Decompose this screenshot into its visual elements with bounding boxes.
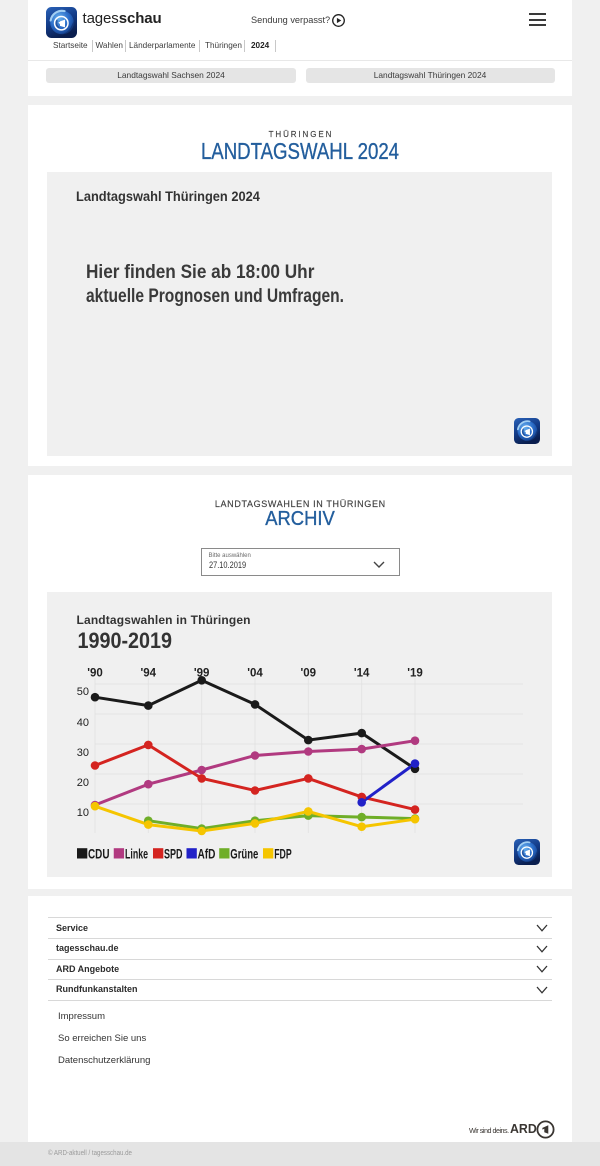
svg-text:Grüne: Grüne (230, 846, 258, 862)
svg-text:FDP: FDP (274, 846, 292, 862)
svg-text:50: 50 (77, 686, 89, 698)
svg-text:'09: '09 (301, 668, 317, 680)
svg-text:CDU: CDU (88, 846, 110, 862)
svg-text:40: 40 (77, 717, 89, 729)
svg-text:'90: '90 (87, 668, 103, 680)
svg-text:'04: '04 (247, 668, 263, 680)
svg-text:Landtagswahlen in Thüringen: Landtagswahlen in Thüringen (77, 613, 251, 627)
svg-text:'14: '14 (354, 668, 370, 680)
svg-text:'99: '99 (194, 668, 210, 680)
svg-text:AfD: AfD (198, 846, 216, 862)
svg-text:10: 10 (77, 807, 89, 819)
svg-text:SPD: SPD (164, 846, 183, 862)
svg-text:30: 30 (77, 747, 89, 759)
svg-text:1990-2019: 1990-2019 (78, 628, 173, 653)
svg-text:'94: '94 (141, 668, 157, 680)
svg-text:20: 20 (77, 777, 89, 789)
svg-text:'19: '19 (407, 668, 423, 680)
svg-text:Linke: Linke (125, 846, 148, 862)
